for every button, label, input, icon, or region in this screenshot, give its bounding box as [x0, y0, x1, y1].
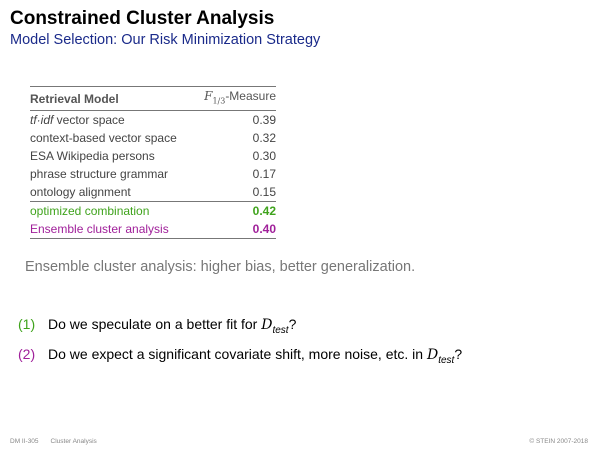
row-value: 0.42 [195, 201, 276, 221]
question-text: Do we speculate on a better fit for [48, 316, 262, 332]
table-row: tf·idf vector space 0.39 [30, 111, 276, 130]
table-row-ensemble: Ensemble cluster analysis 0.40 [30, 220, 276, 240]
row-value: 0.15 [252, 185, 276, 200]
table-row-optimized: optimized combination 0.42 [30, 201, 276, 221]
row-model: ontology alignment [30, 185, 131, 200]
question-number: (1) [18, 316, 36, 332]
row-model: ESA Wikipedia persons [30, 149, 155, 164]
table-row: context-based vector space 0.32 [30, 129, 276, 147]
table-row: ESA Wikipedia persons 0.30 [30, 147, 276, 165]
row-model: optimized combination [30, 201, 196, 221]
row-model: tf·idf vector space [30, 113, 125, 128]
question-1: (1) Do we speculate on a better fit for D… [18, 316, 297, 336]
row-value: 0.39 [252, 113, 276, 128]
results-table: Retrieval Model F1/3-Measure tf·idf vect… [30, 86, 276, 240]
footer-section: Cluster Analysis [50, 438, 97, 445]
question-variable: Dtest [261, 317, 289, 336]
measure-symbol: F1/3 [204, 89, 226, 106]
footer-copyright: © STEIN 2007-2018 [529, 438, 588, 445]
row-value: 0.40 [195, 220, 276, 240]
row-value: 0.17 [252, 167, 276, 182]
footer-page: DM II-305 [10, 438, 39, 445]
header-measure: F1/3-Measure [195, 87, 276, 111]
question-number: (2) [18, 346, 36, 362]
row-model: Ensemble cluster analysis [30, 220, 196, 240]
footer-left: DM II-305 Cluster Analysis [10, 438, 97, 445]
table-row: phrase structure grammar 0.17 [30, 165, 276, 183]
row-value: 0.30 [252, 149, 276, 164]
question-text: Do we expect a significant covariate shi… [48, 346, 427, 362]
slide-title: Constrained Cluster Analysis [10, 8, 275, 29]
slide-subtitle: Model Selection: Our Risk Minimization S… [10, 32, 321, 48]
table-row: ontology alignment 0.15 [30, 183, 276, 202]
summary-text: Ensemble cluster analysis: higher bias, … [25, 259, 416, 275]
question-2: (2) Do we expect a significant covariate … [18, 346, 463, 366]
table-header-row: Retrieval Model F1/3-Measure [30, 86, 276, 111]
question-variable: Dtest [426, 347, 455, 366]
row-model: context-based vector space [30, 131, 177, 146]
row-value: 0.32 [252, 131, 276, 146]
measure-word: -Measure [225, 89, 276, 103]
row-model: phrase structure grammar [30, 167, 169, 182]
header-model: Retrieval Model [30, 91, 119, 106]
